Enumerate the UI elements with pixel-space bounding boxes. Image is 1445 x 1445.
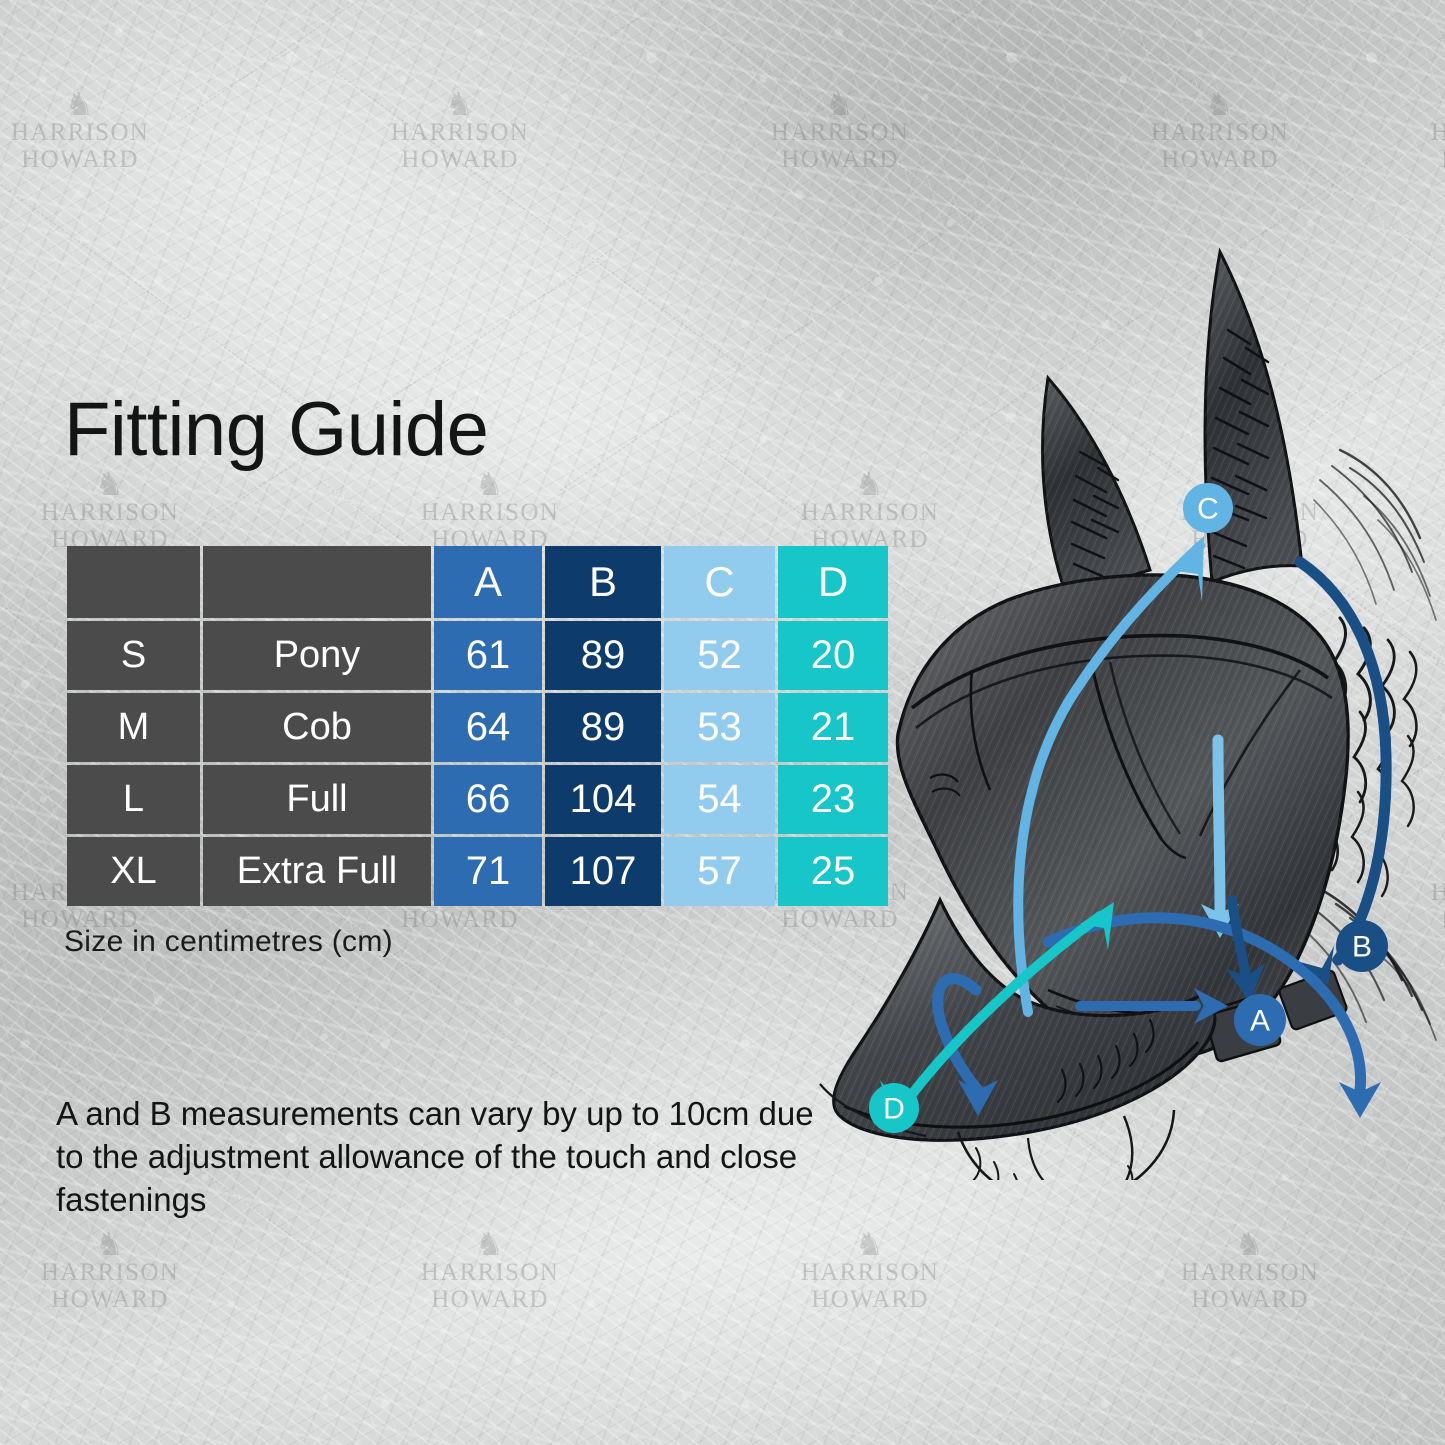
value-d: 20 [778, 621, 888, 690]
header-blank-name [203, 546, 431, 618]
value-b: 104 [545, 765, 661, 834]
marker-badge-d: D [869, 1083, 919, 1133]
table-row: S Pony 61 89 52 20 [67, 621, 888, 690]
size-code: S [67, 621, 200, 690]
marker-label-a: A [1250, 1005, 1270, 1038]
table-row: XL Extra Full 71 107 57 25 [67, 837, 888, 906]
size-name: Pony [203, 621, 431, 690]
marker-label-c: C [1197, 493, 1219, 526]
table-body: S Pony 61 89 52 20 M Cob 64 89 53 21 L Full 66 104 54 23 X… [67, 621, 888, 906]
marker-badge-a: A [1234, 994, 1286, 1046]
units-caption: Size in centimetres (cm) [64, 925, 393, 958]
left-ear [1041, 374, 1152, 609]
marker-badge-c: C [1183, 483, 1233, 533]
marker-label-b: B [1352, 931, 1372, 964]
size-chart-table: A B C D S Pony 61 89 52 20 M Cob 64 89 53 21 L Full 66… [64, 543, 891, 909]
size-name: Full [203, 765, 431, 834]
muzzle-mesh [956, 1109, 1176, 1180]
value-c: 53 [664, 693, 775, 762]
illustration-svg: C A B D [819, 247, 1437, 1180]
horse-fly-mask-illustration: C A B D [780, 200, 1445, 1180]
header-column-b: B [545, 546, 661, 618]
measurement-arrow-b [1226, 556, 1392, 1002]
value-a: 64 [434, 693, 542, 762]
size-name: Extra Full [203, 837, 431, 906]
value-b: 107 [545, 837, 661, 906]
value-a: 66 [434, 765, 542, 834]
right-ear [1203, 247, 1304, 585]
measurement-arrow-c [1013, 536, 1205, 1017]
size-code: M [67, 693, 200, 762]
value-c: 54 [664, 765, 775, 834]
header-blank-size [67, 546, 200, 618]
value-d: 23 [778, 765, 888, 834]
table-header-row: A B C D [67, 546, 888, 618]
table-row: L Full 66 104 54 23 [67, 765, 888, 834]
table-row: M Cob 64 89 53 21 [67, 693, 888, 762]
header-column-d: D [778, 546, 888, 618]
measurement-arrow-a [932, 912, 1381, 1118]
value-c: 57 [664, 837, 775, 906]
size-code: L [67, 765, 200, 834]
value-b: 89 [545, 621, 661, 690]
marker-badge-b: B [1336, 920, 1388, 972]
header-column-a: A [434, 546, 542, 618]
value-d: 25 [778, 837, 888, 906]
measurement-note: A and B measurements can vary by up to 1… [56, 1095, 814, 1218]
page-title: Fitting Guide [64, 387, 489, 472]
size-name: Cob [203, 693, 431, 762]
value-d: 21 [778, 693, 888, 762]
header-column-c: C [664, 546, 775, 618]
size-code: XL [67, 837, 200, 906]
value-a: 61 [434, 621, 542, 690]
value-b: 89 [545, 693, 661, 762]
value-c: 52 [664, 621, 775, 690]
value-a: 71 [434, 837, 542, 906]
marker-label-d: D [883, 1093, 905, 1126]
